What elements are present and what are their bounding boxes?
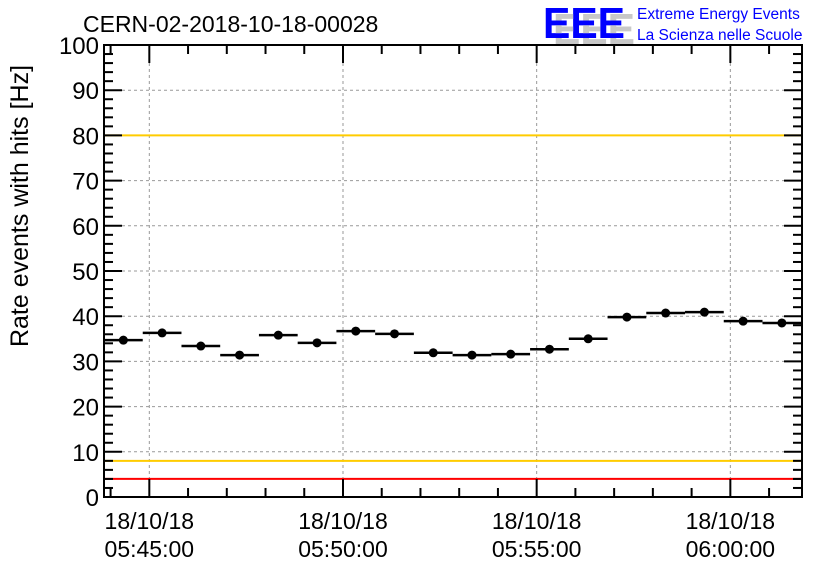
x-tick-date-label: 18/10/18 (492, 508, 582, 534)
x-tick-time-label: 06:00:00 (686, 536, 776, 562)
y-tick-label: 80 (72, 123, 99, 150)
data-point (467, 350, 477, 360)
x-tick-time-label: 05:45:00 (105, 536, 195, 562)
data-point (661, 308, 671, 318)
data-point (506, 349, 516, 359)
data-point (544, 344, 554, 354)
chart-title: CERN-02-2018-10-18-00028 (83, 11, 378, 37)
y-tick-label: 70 (72, 169, 99, 196)
y-tick-label: 40 (72, 304, 99, 331)
x-tick-date-label: 18/10/18 (298, 508, 388, 534)
y-tick-label: 30 (72, 349, 99, 376)
y-tick-label: 60 (72, 214, 99, 241)
data-points (104, 307, 802, 360)
x-tick-time-label: 05:55:00 (492, 536, 582, 562)
data-point (428, 348, 438, 358)
data-point (622, 312, 632, 322)
data-point (157, 328, 167, 338)
y-tick-label: 50 (72, 259, 99, 286)
reference-lines (104, 44, 802, 480)
x-tick-date-label: 18/10/18 (686, 508, 776, 534)
data-point (118, 335, 128, 345)
y-tick-label: 90 (72, 78, 99, 105)
x-tick-date-label: 18/10/18 (105, 508, 195, 534)
data-point (196, 341, 206, 351)
data-point (390, 329, 400, 339)
y-tick-label: 10 (72, 440, 99, 467)
data-point (583, 334, 593, 344)
grid (104, 45, 802, 497)
y-tick-label: 100 (59, 33, 99, 60)
logo-line1: Extreme Energy Events (637, 6, 800, 23)
logo-mark: EEE (543, 0, 625, 48)
data-point (738, 316, 748, 326)
data-point (312, 338, 322, 348)
data-point (777, 318, 787, 328)
data-point (699, 307, 709, 317)
y-tick-label: 20 (72, 395, 99, 422)
y-axis-label: Rate events with hits [Hz] (6, 65, 34, 347)
eee-logo: EEE Extreme Energy Events La Scienza nel… (543, 0, 802, 48)
logo-line2: La Scienza nelle Scuole (637, 27, 802, 44)
y-tick-label: 0 (86, 485, 99, 512)
x-tick-time-label: 05:50:00 (298, 536, 388, 562)
data-point (273, 330, 283, 340)
data-point (235, 350, 245, 360)
data-point (351, 326, 361, 336)
axes: 010203040506070809010018/10/1805:45:0018… (59, 33, 803, 562)
